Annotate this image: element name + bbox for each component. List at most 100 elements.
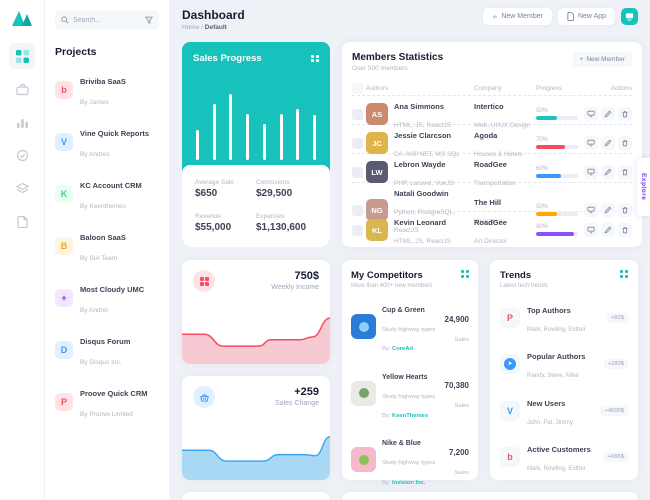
delete-action-button[interactable] [618,136,632,150]
edit-action-button[interactable] [601,107,615,121]
project-name[interactable]: Briviba SaaS [80,77,126,86]
competitor-by-link[interactable]: CoreAd [392,346,413,353]
project-name[interactable]: Proove Quick CRM [80,389,148,398]
filter-icon[interactable] [145,16,153,24]
project-item[interactable]: V Vine Quick Reports By Andres [55,122,159,162]
weekly-income-card: 750$ Weekly Income [182,260,330,364]
edit-action-button[interactable] [601,223,615,237]
delete-action-button[interactable] [618,203,632,217]
company-name: Agoda [474,131,498,140]
new-member-button[interactable]: + New Member [483,8,552,25]
company-name: Intertico [474,102,504,111]
new-app-button[interactable]: New App [557,8,615,25]
project-item[interactable]: b Briviba SaaS By James [55,70,159,110]
trend-name[interactable]: New Users [527,398,566,408]
trend-item: ➤ Popular Authors Randy, Steve, Mike +280… [500,346,628,382]
rail-item-file-icon[interactable] [9,208,35,234]
stat-value: $1,130,600 [256,221,307,233]
select-all-checkbox[interactable] [352,82,363,94]
display-action-button[interactable] [584,165,598,179]
row-checkbox[interactable] [352,224,363,236]
author-name[interactable]: Jessie Clarcson [394,131,452,140]
column-company[interactable]: Company [474,84,502,92]
menu-dots-icon[interactable] [311,54,319,63]
project-item[interactable]: B Baloon SaaS By SIA Team [55,226,159,266]
menu-dots-icon[interactable] [620,270,628,278]
stat-label: Expenses [256,212,285,220]
project-name[interactable]: Most Cloudy UMC [80,285,145,294]
rail-item-shield-check-icon[interactable] [9,142,35,168]
trend-name[interactable]: Active Customers [527,445,591,454]
delete-action-button[interactable] [618,107,632,121]
edit-action-button[interactable] [601,136,615,150]
bebo-icon: b [500,447,520,467]
author-name[interactable]: Kevin Leonard [394,218,447,227]
sales-progress-card: Sales Progress Average Sale $650 Comissio… [182,42,330,247]
row-checkbox[interactable] [352,166,363,178]
table-row: JC Jessie Clarcson C#, ASP.NET, MS SQL Ago… [352,124,632,158]
project-item[interactable]: D Disqus Forum By Disqus Inc. [55,330,159,370]
plurk-icon: P [500,307,520,328]
competitor-desc: Study highway types [382,393,436,400]
author-skills: HTML, JS, ReactJS [394,122,452,129]
display-action-button[interactable] [584,223,598,237]
menu-dots-icon[interactable] [461,270,469,278]
project-name[interactable]: Disqus Forum [80,337,131,346]
delete-action-button[interactable] [618,223,632,237]
column-authors[interactable]: Authors [366,84,389,92]
competitor-name[interactable]: Yellow Hearts [382,373,428,381]
sales-change-value: +259 [294,386,319,398]
project-item[interactable]: K KC Account CRM By Keenthemes [55,174,159,214]
display-action-button[interactable] [584,203,598,217]
row-checkbox[interactable] [352,137,363,149]
search-input[interactable] [73,16,141,24]
table-header: Authors Company Progress Actions [352,81,632,95]
trend-name[interactable]: Top Authors [527,305,571,315]
display-action-button[interactable] [584,136,598,150]
competitor-name[interactable]: Cup & Green [382,307,425,314]
display-action-button[interactable] [584,107,598,121]
column-progress[interactable]: Progress [536,84,563,92]
author-skills: Python, PostgreSQL, ReactJS [394,209,456,234]
project-by: By Keenthemes [80,203,126,210]
competitor-by-link[interactable]: Invision Inc. [392,479,426,486]
abstract-grid-icon [193,270,215,292]
rail-item-dashboard-grid-icon[interactable] [9,43,35,69]
competitor-name[interactable]: Nike & Blue [382,440,421,448]
edit-action-button[interactable] [601,203,615,217]
breadcrumb-home[interactable]: Home [182,24,200,31]
project-by: By Disqus Inc. [80,359,122,366]
stat-label: Average Sale [195,179,234,186]
trend-badge: +686$ [603,452,628,462]
progress-percent: 60% [536,166,549,172]
project-name[interactable]: Vine Quick Reports [80,129,150,138]
edit-action-button[interactable] [601,165,615,179]
author-name[interactable]: Natali Goodwin [394,189,449,198]
competitor-thumbnail [351,314,376,340]
explore-tab[interactable]: Explore [637,158,650,216]
rail-item-briefcase-icon[interactable] [9,76,35,102]
author-name[interactable]: Ana Simmons [394,102,445,111]
project-name[interactable]: Baloon SaaS [80,233,126,242]
competitor-item: Nike & Blue Study highway types By: Invisi… [351,431,469,489]
quick-panel-button[interactable] [621,8,638,25]
rail-item-layers-icon[interactable] [9,175,35,201]
project-by: By SIA Team [80,255,118,262]
sales-unit: Sales [454,403,469,410]
competitor-by-link[interactable]: KeenThemes [392,412,429,419]
search-box[interactable] [55,10,159,30]
rail-item-bar-chart-icon[interactable] [9,109,35,135]
row-checkbox[interactable] [352,204,363,216]
project-item[interactable]: + Most Cloudy UMC By Andrei [55,278,159,318]
avatar: LW [366,161,388,183]
project-name[interactable]: KC Account CRM [80,181,142,190]
project-item[interactable]: P Proove Quick CRM By Proove Limited [55,382,159,422]
row-checkbox[interactable] [352,108,363,120]
delete-action-button[interactable] [618,165,632,179]
vimeo-icon: V [500,400,520,421]
column-actions: Actions [610,84,632,92]
trend-name[interactable]: Popular Authors [527,352,586,361]
new-member-small-button[interactable]: + New Member [572,52,632,67]
author-name[interactable]: Lebron Wayde [394,160,446,169]
competitor-thumbnail [351,447,376,473]
